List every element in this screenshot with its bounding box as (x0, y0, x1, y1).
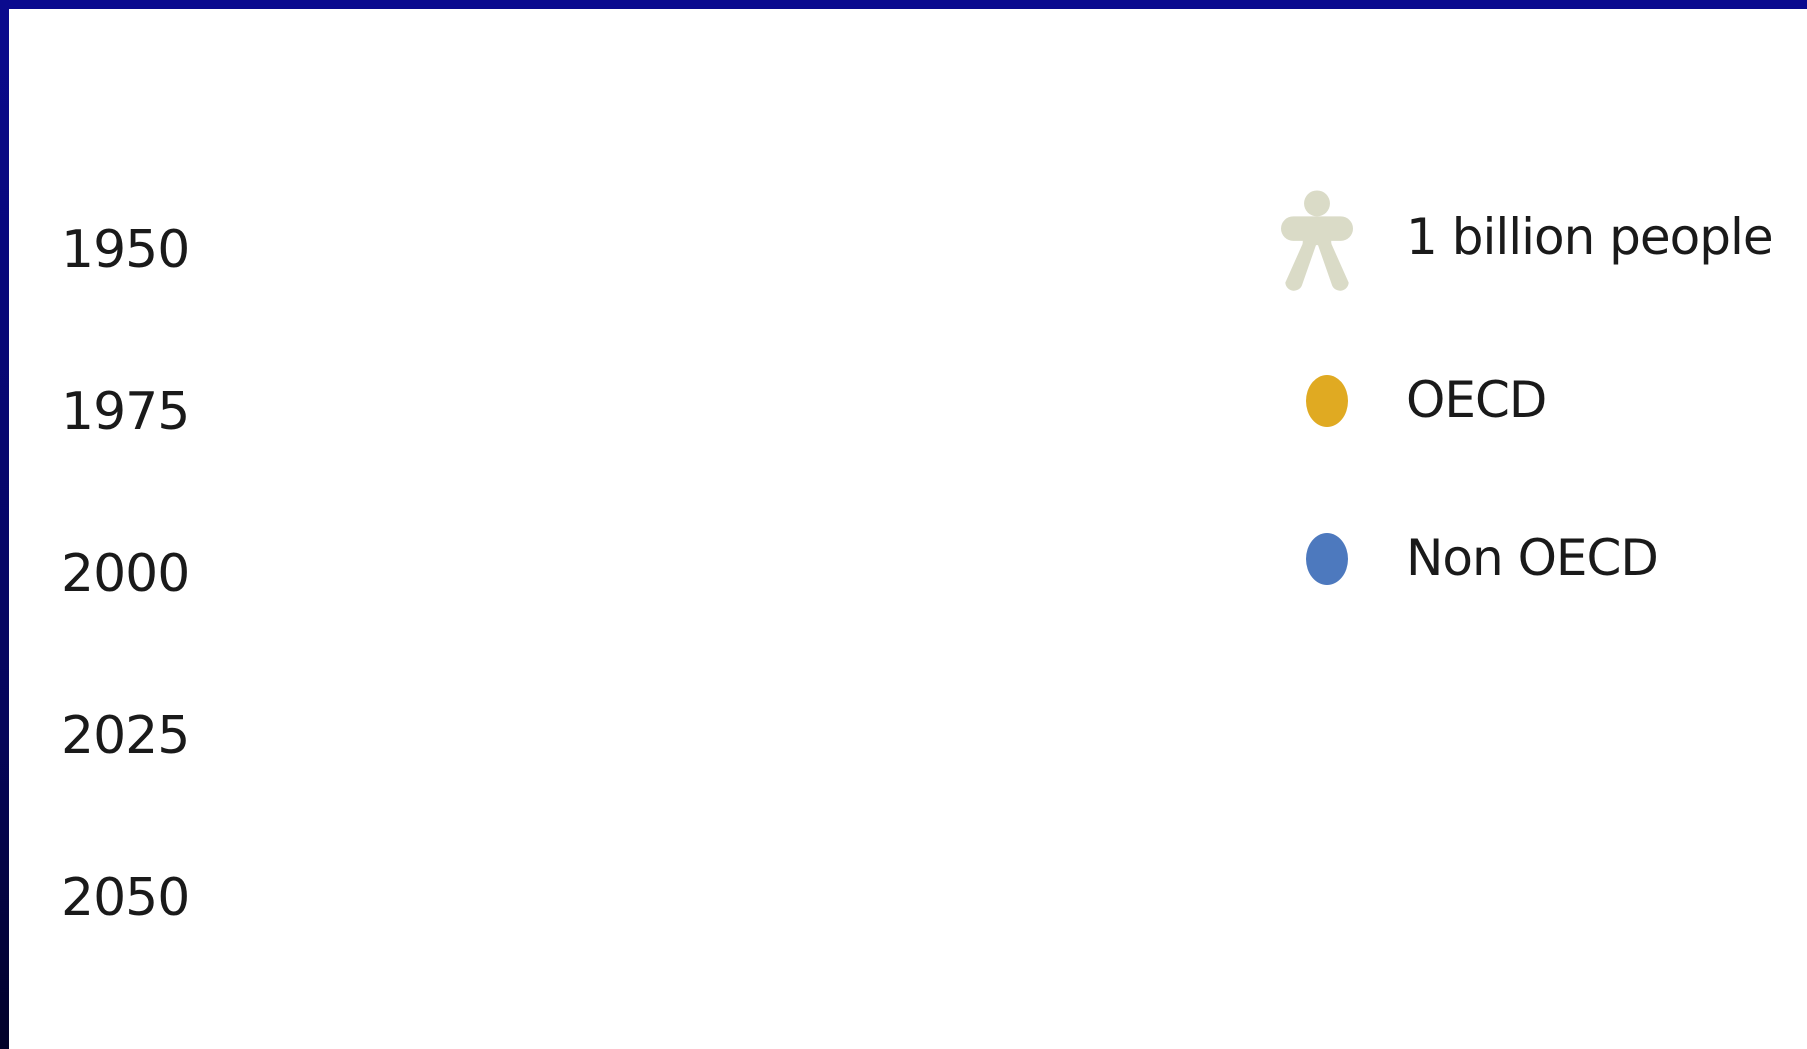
person-icon-oecd (478, 792, 580, 934)
person-icon-non-oecd (918, 792, 1020, 935)
person-icon-oecd (588, 306, 690, 448)
year-label: 2050 (61, 868, 189, 928)
person-icon-oecd (478, 306, 580, 448)
person-icon-non-oecd (368, 144, 470, 287)
person-icon-oecd (808, 630, 910, 772)
legend-label-unit: 1 billion people (1406, 208, 1773, 266)
year-label: 1975 (61, 382, 189, 442)
person-icon-non-oecd (395, 792, 470, 935)
person-icon-oecd (368, 306, 470, 448)
person-icon-non-oecd (1138, 792, 1240, 935)
pictogram-row (258, 792, 1350, 935)
legend-label-non-oecd: Non OECD (1406, 529, 1658, 587)
year-label: 1950 (61, 220, 189, 280)
person-icon-oecd (808, 468, 910, 610)
year-label: 2000 (61, 544, 189, 604)
person-icon-non-oecd (808, 468, 910, 611)
person-icon-non-oecd (698, 792, 800, 935)
person-icon-non-oecd (478, 792, 580, 935)
person-icon-oecd (258, 792, 360, 935)
person-icon-non-oecd (1028, 630, 1130, 773)
pictogram-row (258, 468, 1020, 611)
slide-canvas: 1950 1975 2000 2025 2050 1 billion people OE… (9, 9, 1807, 1049)
legend-swatch-non-oecd (1306, 533, 1348, 585)
person-icon-non-oecd (478, 306, 580, 449)
person-icon-oecd (1028, 630, 1130, 772)
person-icon-non-oecd (918, 630, 1020, 773)
person-icon-non-oecd (588, 630, 690, 773)
person-icon (1281, 190, 1353, 291)
pictogram-row (258, 306, 690, 449)
person-icon-non-oecd (346, 306, 360, 449)
person-icon-oecd (478, 630, 580, 772)
legend-label-oecd: OECD (1406, 371, 1546, 429)
person-icon-oecd (698, 630, 800, 772)
person-icon-non-oecd (478, 630, 580, 773)
person-icon-oecd (588, 468, 690, 610)
population-pictogram-chart: 1950 1975 2000 2025 2050 1 billion people OE… (61, 144, 1774, 935)
person-icon-non-oecd (1248, 792, 1259, 935)
legend: 1 billion people OECD Non OECD (1281, 190, 1774, 587)
person-icon-non-oecd (588, 792, 690, 935)
person-icon-non-oecd (588, 306, 690, 449)
person-icon-oecd (1248, 792, 1350, 934)
person-icon-oecd (368, 630, 396, 773)
pictogram-rows: 1950 1975 2000 2025 2050 (61, 144, 1350, 935)
person-icon-oecd (258, 144, 346, 287)
legend-swatch-oecd (1306, 375, 1348, 427)
person-icon-oecd (918, 468, 1020, 610)
person-icon-oecd (258, 630, 360, 773)
person-icon-non-oecd (808, 630, 910, 773)
person-icon-oecd (698, 792, 800, 934)
person-icon-oecd (588, 630, 690, 772)
person-icon-non-oecd (918, 468, 940, 611)
person-icon-non-oecd (1028, 792, 1130, 935)
person-icon-oecd (698, 468, 800, 610)
person-icon-non-oecd (588, 468, 690, 611)
person-icon-oecd (918, 630, 1020, 772)
person-icon-non-oecd (258, 468, 360, 610)
person-icon-non-oecd (478, 468, 580, 611)
person-icon-oecd (258, 468, 360, 611)
person-icon-oecd (368, 792, 396, 935)
person-icon-oecd (368, 468, 379, 611)
person-icon-oecd (918, 792, 1020, 934)
person-icon-non-oecd (698, 468, 800, 611)
person-icon-non-oecd (395, 630, 470, 773)
person-icon-oecd (808, 792, 910, 934)
person-icon-oecd (1028, 792, 1130, 934)
person-icon-non-oecd (258, 792, 360, 934)
pictogram-row (258, 630, 1130, 773)
person-icon-non-oecd (368, 306, 470, 449)
year-label: 2025 (61, 706, 189, 766)
person-icon-non-oecd (698, 630, 800, 773)
person-icon-non-oecd (346, 144, 360, 287)
person-icon-oecd (368, 144, 470, 286)
person-icon-non-oecd (379, 468, 470, 611)
pictogram-row (258, 144, 580, 287)
person-icon-oecd (478, 144, 580, 286)
person-icon-oecd (258, 306, 346, 449)
person-icon-non-oecd (478, 144, 533, 287)
person-icon-non-oecd (808, 792, 910, 935)
person-icon-non-oecd (258, 630, 360, 772)
person-icon-oecd (588, 792, 690, 934)
person-icon-oecd (478, 468, 580, 610)
person-icon-oecd (1138, 792, 1240, 934)
